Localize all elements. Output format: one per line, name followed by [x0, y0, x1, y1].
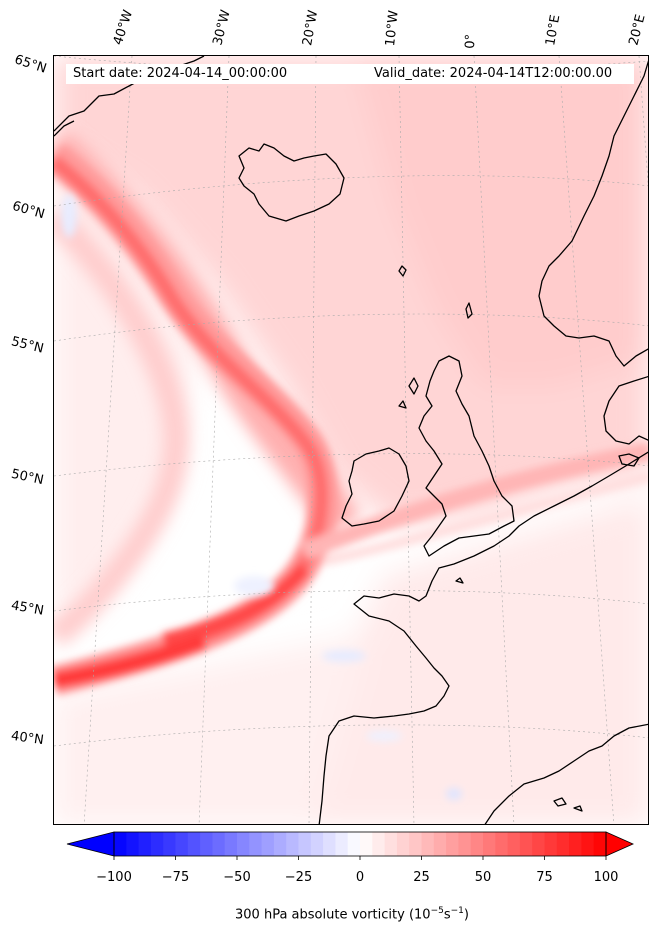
- colorbar-block: [237, 832, 250, 856]
- map-panel: [53, 55, 649, 825]
- colorbar-block: [310, 832, 324, 856]
- colorbar-tick-label: 0: [355, 870, 365, 885]
- lon-label-0: 0°: [463, 33, 479, 49]
- colorbar-label-unit: s: [443, 907, 451, 923]
- colorbar-block: [360, 832, 373, 856]
- lon-label-30w: 30°W: [210, 8, 234, 47]
- colorbar-block: [433, 832, 447, 856]
- colorbar-block: [396, 832, 410, 856]
- lat-label-55n: 55°N: [9, 334, 46, 357]
- title-strip: [66, 64, 634, 84]
- colorbar-tick-label: 25: [413, 870, 430, 885]
- lat-label-40n: 40°N: [10, 728, 45, 749]
- colorbar-block: [446, 832, 459, 856]
- lon-label-10w: 10°W: [383, 9, 402, 48]
- colorbar-block: [495, 832, 509, 856]
- colorbar-block: [138, 832, 152, 856]
- colorbar-block: [286, 832, 299, 856]
- colorbar-label-exponent-1: −5: [430, 906, 444, 916]
- colorbar-block: [249, 832, 263, 856]
- colorbar-block: [150, 832, 164, 856]
- colorbar-block: [175, 832, 189, 856]
- colorbar-extend-left: [66, 831, 115, 857]
- lon-label-40w: 40°W: [110, 8, 137, 47]
- colorbar-label: 300 hPa absolute vorticity (10−5s−1): [235, 906, 469, 922]
- colorbar-block: [224, 832, 238, 856]
- colorbar-block: [347, 832, 361, 856]
- colorbar: [66, 831, 634, 860]
- colorbar-block: [532, 832, 545, 856]
- colorbar-extend-right: [605, 831, 634, 857]
- colorbar-block: [335, 832, 349, 856]
- colorbar-block: [126, 832, 140, 856]
- vorticity-map: [54, 56, 648, 824]
- colorbar-block: [421, 832, 435, 856]
- colorbar-tick-label: 100: [593, 870, 619, 885]
- colorbar-block: [458, 832, 472, 856]
- colorbar-block: [593, 832, 607, 856]
- coastlines: [54, 56, 648, 824]
- lon-label-20w: 20°W: [300, 9, 322, 48]
- colorbar-block: [556, 832, 570, 856]
- colorbar-block: [323, 832, 336, 856]
- colorbar-blocks: [114, 832, 607, 856]
- colorbar-block: [544, 832, 558, 856]
- colorbar-tick-label: −75: [161, 870, 190, 885]
- colorbar-block: [114, 832, 127, 856]
- colorbar-block: [163, 832, 176, 856]
- colorbar-block: [581, 832, 595, 856]
- colorbar-tick-label: −50: [223, 870, 251, 885]
- colorbar-block: [200, 832, 213, 856]
- vorticity-background-field: [54, 56, 648, 824]
- colorbar-block: [384, 832, 398, 856]
- colorbar-ticks: [113, 856, 607, 860]
- colorbar-tick-label: 50: [474, 870, 492, 885]
- colorbar-label-text: 300 hPa absolute vorticity (10: [235, 907, 431, 923]
- colorbar-block: [261, 832, 275, 856]
- colorbar-tick-label: −100: [96, 870, 132, 885]
- colorbar-block: [470, 832, 484, 856]
- lat-label-45n: 45°N: [9, 598, 45, 619]
- colorbar-block: [507, 832, 521, 856]
- colorbar-block: [212, 832, 226, 856]
- colorbar-block: [372, 832, 386, 856]
- start-date-text: Start date: 2024-04-14_00:00:00: [73, 66, 288, 81]
- lon-label-20e: 20°E: [626, 13, 649, 47]
- colorbar-block: [483, 832, 496, 856]
- lat-label-60n: 60°N: [10, 198, 47, 223]
- valid-date-text: Valid_date: 2024-04-14T12:00:00.00: [374, 66, 613, 81]
- colorbar-block: [187, 832, 201, 856]
- vorticity-jet-band: [54, 144, 648, 696]
- vorticity-negative-patches: [61, 194, 462, 800]
- lat-label-65n: 65°N: [12, 52, 49, 77]
- lon-label-10e: 10°E: [543, 13, 564, 47]
- colorbar-tick-label: −25: [284, 870, 313, 885]
- colorbar-label-exponent-2: −1: [450, 906, 464, 916]
- colorbar-block: [519, 832, 533, 856]
- colorbar-block: [569, 832, 582, 856]
- lat-label-50n: 50°N: [9, 466, 45, 489]
- colorbar-block: [409, 832, 422, 856]
- colorbar-label-close: ): [463, 907, 469, 923]
- colorbar-tick-label: 75: [536, 870, 553, 885]
- colorbar-block: [298, 832, 312, 856]
- colorbar-block: [273, 832, 287, 856]
